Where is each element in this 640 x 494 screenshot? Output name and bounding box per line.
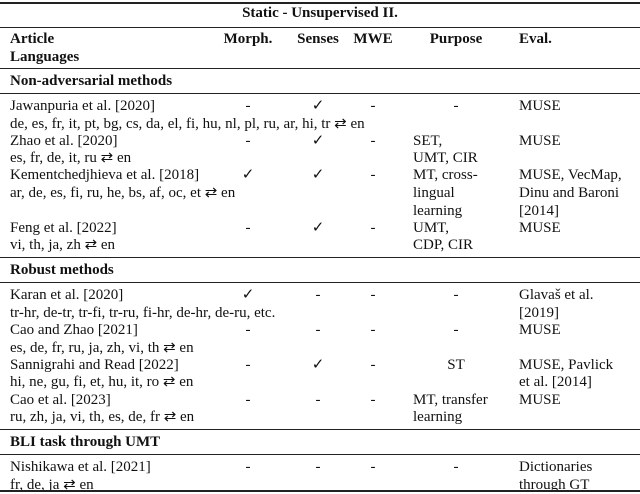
article-languages: hi, ne, gu, fi, et, hu, it, ro ⇄ en — [10, 374, 194, 391]
purpose-cell: - — [453, 459, 459, 476]
article-citation: Sannigrahi and Read [2022] — [10, 356, 179, 373]
morph-cell: - — [245, 322, 251, 339]
article-citation: Karan et al. [2020] — [10, 287, 124, 304]
article-languages: ar, de, es, fi, ru, he, bs, af, oc, et ⇄… — [10, 185, 236, 201]
section-heading: Non-adversarial methods — [10, 73, 173, 89]
eval-cell: MUSE — [519, 391, 561, 408]
article-languages: vi, th, ja, zh ⇄ en — [10, 237, 116, 254]
morph-cell: - — [245, 391, 251, 408]
senses-cell: ✓ — [311, 356, 325, 373]
table-rule — [0, 2, 640, 4]
eval-cell: [2014] — [519, 202, 559, 219]
mwe-cell: - — [370, 98, 376, 114]
article-languages: ru, zh, ja, vi, th, es, de, fr ⇄ en — [10, 409, 195, 426]
article-languages: tr-hr, de-tr, tr-fi, tr-ru, fi-hr, de-hr… — [10, 305, 276, 321]
table-rule — [0, 93, 640, 94]
table-rule — [0, 68, 640, 69]
article-languages: de, es, fr, it, pt, bg, cs, da, el, fi, … — [10, 115, 365, 132]
eval-cell: MUSE — [519, 219, 561, 236]
eval-cell: MUSE — [519, 322, 561, 339]
senses-cell: - — [315, 322, 321, 339]
table-rule — [0, 490, 640, 492]
article-citation: Kementchedjhieva et al. [2018] — [10, 167, 200, 184]
article-citation: Jawanpuria et al. [2020] — [10, 98, 155, 114]
morph-cell: - — [245, 356, 251, 373]
mwe-cell: - — [370, 322, 376, 339]
eval-cell: Glavaš et al. — [519, 287, 594, 304]
table-rule — [0, 27, 640, 28]
morph-cell: - — [245, 98, 251, 114]
purpose-cell: CDP, CIR — [413, 237, 474, 254]
eval-cell: Dinu and Baroni — [519, 185, 619, 201]
mwe-cell: - — [370, 167, 376, 184]
purpose-cell: UMT, CIR — [413, 150, 478, 167]
mwe-cell: - — [370, 132, 376, 149]
eval-cell: MUSE, VecMap, — [519, 167, 622, 184]
purpose-cell: ST — [447, 356, 465, 373]
morph-cell: ✓ — [241, 167, 255, 184]
table-title: Static - Unsupervised II. — [242, 5, 398, 21]
header-purpose: Purpose — [429, 31, 483, 47]
article-citation: Zhao et al. [2020] — [10, 132, 118, 149]
eval-cell: Dictionaries — [519, 459, 593, 476]
purpose-cell: - — [453, 98, 459, 114]
table-rule — [0, 257, 640, 259]
mwe-cell: - — [370, 459, 376, 476]
senses-cell: - — [315, 287, 321, 304]
article-languages: es, de, fr, ru, ja, zh, vi, th ⇄ en — [10, 339, 194, 356]
article-citation: Cao et al. [2023] — [10, 391, 111, 408]
purpose-cell: MT, cross- — [413, 167, 478, 184]
header-morph: Morph. — [223, 31, 273, 47]
table-rule — [0, 429, 640, 431]
purpose-cell: UMT, — [413, 219, 449, 236]
purpose-cell: - — [453, 322, 459, 339]
morph-cell: ✓ — [241, 287, 255, 304]
eval-cell: through GT — [519, 476, 590, 493]
eval-cell: MUSE — [519, 98, 561, 114]
purpose-cell: lingual — [413, 185, 455, 201]
senses-cell: ✓ — [311, 219, 325, 236]
header-eval: Eval. — [519, 31, 552, 47]
senses-cell: ✓ — [311, 132, 325, 149]
header-article: Article — [10, 31, 55, 47]
mwe-cell: - — [370, 391, 376, 408]
section-heading: Robust methods — [10, 262, 114, 279]
senses-cell: ✓ — [311, 167, 325, 184]
morph-cell: - — [245, 132, 251, 149]
senses-cell: ✓ — [311, 98, 325, 114]
senses-cell: - — [315, 459, 321, 476]
header-mwe: MWE — [353, 31, 393, 47]
mwe-cell: - — [370, 219, 376, 236]
eval-cell: MUSE — [519, 132, 561, 149]
section-heading: BLI task through UMT — [10, 434, 161, 451]
mwe-cell: - — [370, 356, 376, 373]
article-languages: es, fr, de, it, ru ⇄ en — [10, 150, 132, 167]
morph-cell: - — [245, 459, 251, 476]
mwe-cell: - — [370, 287, 376, 304]
eval-cell: et al. [2014] — [519, 374, 592, 391]
table-rule — [0, 282, 640, 284]
purpose-cell: SET, — [413, 132, 443, 149]
purpose-cell: learning — [413, 409, 463, 426]
morph-cell: - — [245, 219, 251, 236]
eval-cell: [2019] — [519, 305, 559, 321]
header-senses: Senses — [297, 31, 339, 47]
article-citation: Cao and Zhao [2021] — [10, 322, 138, 339]
purpose-cell: MT, transfer — [413, 391, 488, 408]
article-citation: Nishikawa et al. [2021] — [10, 459, 151, 476]
header-languages: Languages — [10, 49, 80, 65]
purpose-cell: - — [453, 287, 459, 304]
article-languages: fr, de, ja ⇄ en — [10, 476, 94, 493]
senses-cell: - — [315, 391, 321, 408]
purpose-cell: learning — [413, 202, 463, 219]
table-rule — [0, 454, 640, 456]
article-citation: Feng et al. [2022] — [10, 219, 117, 236]
eval-cell: MUSE, Pavlick — [519, 356, 614, 373]
